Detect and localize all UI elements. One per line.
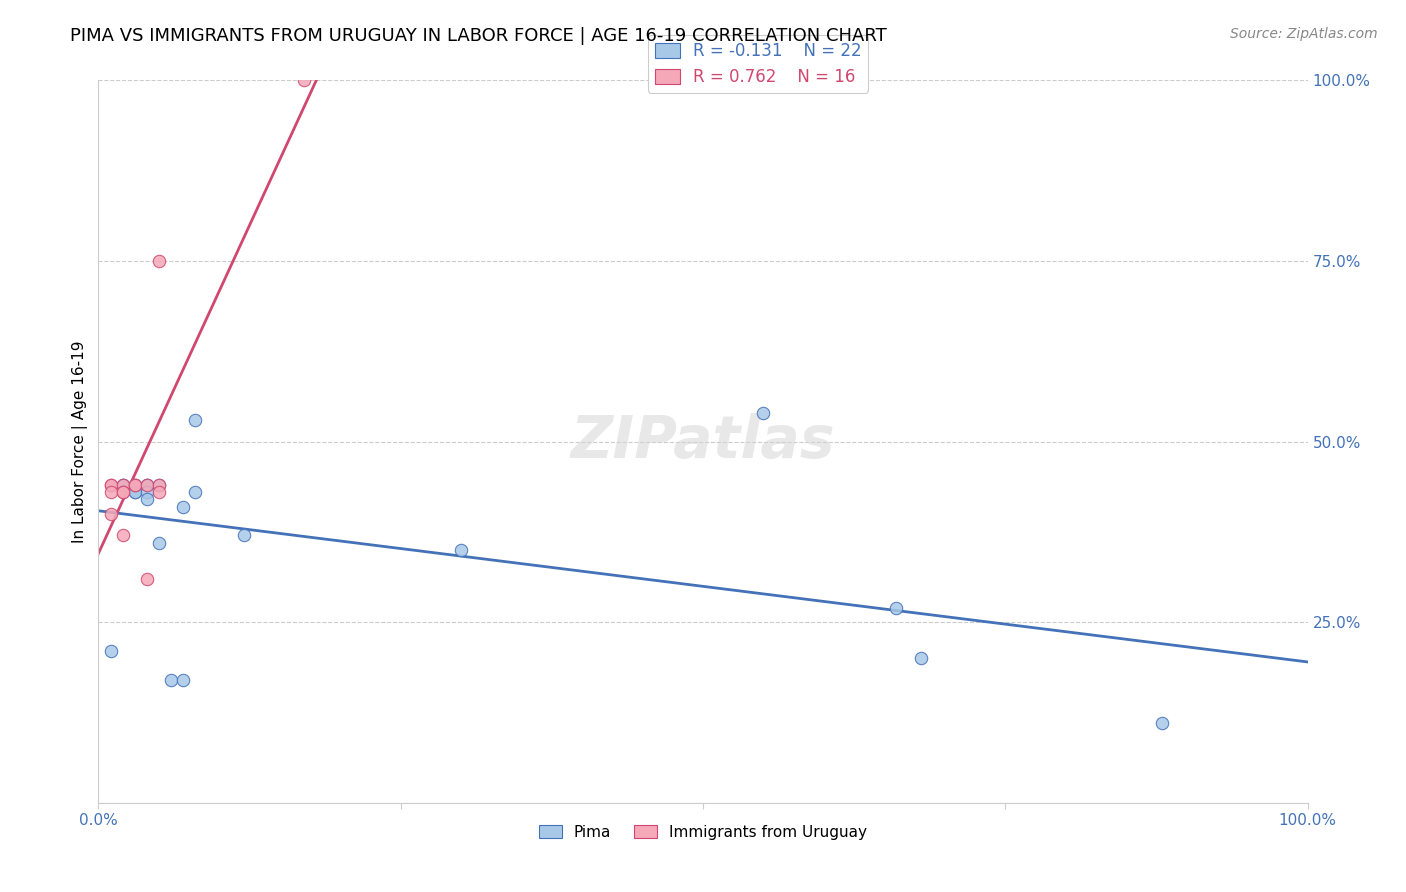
Point <box>292 73 315 87</box>
Point <box>100 485 122 500</box>
Point <box>1152 716 1174 731</box>
Point <box>148 253 170 268</box>
Point <box>111 478 134 492</box>
Point <box>111 478 134 492</box>
Point <box>124 485 146 500</box>
Point <box>135 485 157 500</box>
Point <box>124 485 146 500</box>
Point <box>100 507 122 521</box>
Text: Source: ZipAtlas.com: Source: ZipAtlas.com <box>1230 27 1378 41</box>
Text: PIMA VS IMMIGRANTS FROM URUGUAY IN LABOR FORCE | AGE 16-19 CORRELATION CHART: PIMA VS IMMIGRANTS FROM URUGUAY IN LABOR… <box>70 27 887 45</box>
Text: ZIPatlas: ZIPatlas <box>571 413 835 470</box>
Point <box>135 478 157 492</box>
Point <box>111 528 134 542</box>
Legend: Pima, Immigrants from Uruguay: Pima, Immigrants from Uruguay <box>533 819 873 846</box>
Point <box>100 478 122 492</box>
Point <box>184 485 207 500</box>
Point <box>135 478 157 492</box>
Point <box>111 485 134 500</box>
Y-axis label: In Labor Force | Age 16-19: In Labor Force | Age 16-19 <box>72 340 89 543</box>
Point <box>124 478 146 492</box>
Point <box>910 651 932 665</box>
Point <box>148 478 170 492</box>
Point <box>100 644 122 658</box>
Point <box>100 478 122 492</box>
Point <box>450 542 472 557</box>
Point <box>172 500 194 514</box>
Point <box>160 673 183 687</box>
Point <box>135 572 157 586</box>
Point <box>111 485 134 500</box>
Point <box>124 478 146 492</box>
Point <box>172 673 194 687</box>
Point <box>184 413 207 427</box>
Point <box>135 492 157 507</box>
Point <box>111 478 134 492</box>
Point <box>148 478 170 492</box>
Point <box>135 478 157 492</box>
Point <box>148 485 170 500</box>
Point <box>124 478 146 492</box>
Point <box>886 600 908 615</box>
Point <box>232 528 254 542</box>
Point <box>148 535 170 549</box>
Point <box>752 406 775 420</box>
